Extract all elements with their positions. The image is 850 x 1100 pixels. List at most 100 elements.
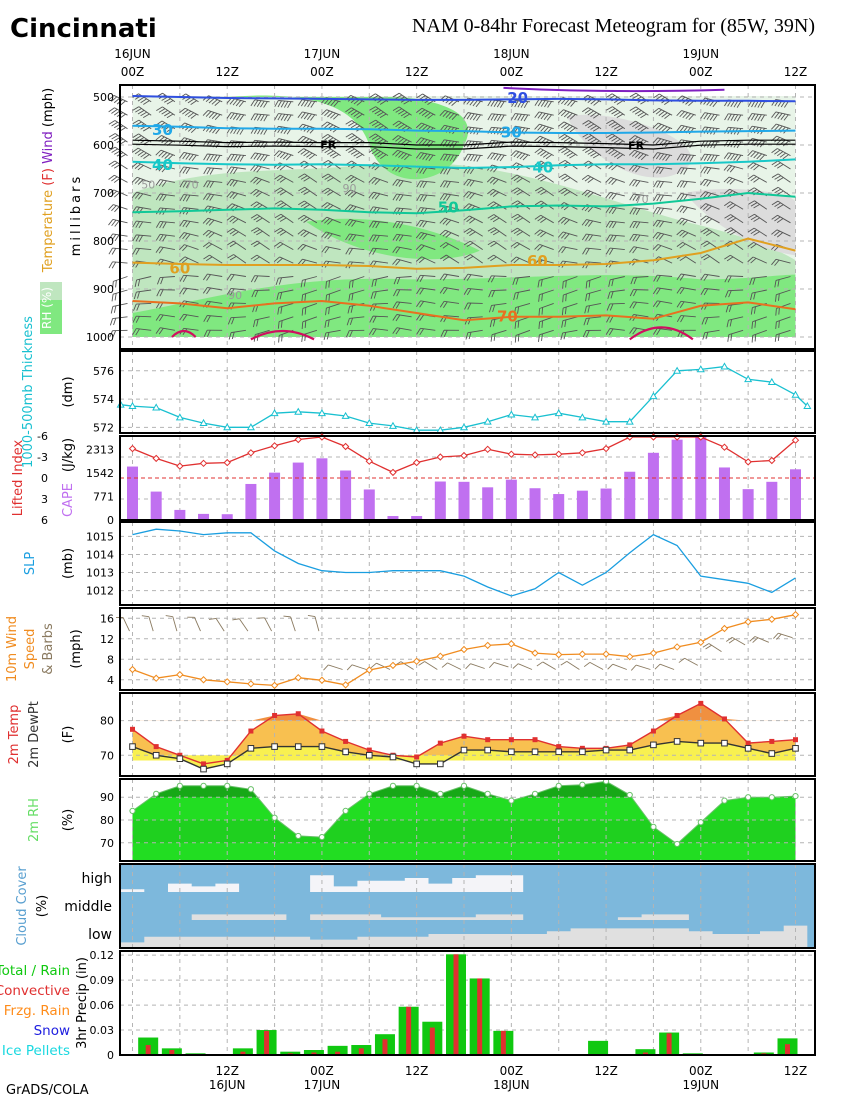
wind-barb xyxy=(155,149,176,161)
wind-barb xyxy=(605,234,625,242)
cape-bar xyxy=(127,466,138,520)
dewpoint-point xyxy=(460,746,468,754)
wind-barb xyxy=(274,213,294,224)
dewpoint-point xyxy=(342,748,349,756)
rh-mask xyxy=(132,779,796,844)
wind-barb xyxy=(771,148,791,160)
cloud-layer-label: middle xyxy=(64,899,112,915)
rh-point xyxy=(697,819,704,826)
wind-barb xyxy=(700,126,720,135)
wind-barb xyxy=(415,232,436,240)
wind-barb xyxy=(321,146,341,159)
time-label-hour: 12Z xyxy=(594,1064,618,1078)
cape-bar xyxy=(576,490,588,520)
wind-speed-point xyxy=(247,680,255,688)
wind-barb xyxy=(155,193,175,202)
wind-barb xyxy=(751,329,767,343)
wind-barb xyxy=(557,109,578,120)
wind-barb xyxy=(344,219,365,227)
precip-convective-bar xyxy=(477,978,483,1055)
temperature-point xyxy=(224,757,230,763)
temperature-point xyxy=(437,740,443,746)
precip-convective-bar xyxy=(145,1045,151,1055)
wind-barb xyxy=(300,276,318,288)
lifted-index-point xyxy=(223,458,231,467)
thickness-point xyxy=(767,377,776,386)
precip-legend-item: Frzg. Rain xyxy=(4,1003,70,1019)
wind-barb xyxy=(629,179,649,187)
wind-barb xyxy=(700,288,720,296)
wind-barb xyxy=(629,207,649,215)
wind-barb xyxy=(321,173,341,183)
wind10m-panel: 4 8 12 16 10m Wind Speed & Barbs (mph) xyxy=(5,608,815,690)
wind-speed-point xyxy=(294,673,302,682)
wind-barb xyxy=(747,150,767,161)
thickness-point xyxy=(625,417,634,425)
wind-barb xyxy=(534,229,554,238)
time-label-hour: 00Z xyxy=(689,1064,713,1078)
wind-barb xyxy=(605,177,625,186)
cape-bar xyxy=(790,469,801,520)
wind-barb xyxy=(678,657,699,666)
wind-barb xyxy=(226,112,246,121)
wind-barb xyxy=(203,180,223,188)
wind-barb xyxy=(747,227,768,237)
temperature-contour xyxy=(132,191,796,215)
wind-barb xyxy=(371,276,389,287)
wind-barb xyxy=(488,662,509,669)
precip-convective-bar xyxy=(453,954,459,1055)
precip-convective-bar xyxy=(169,1050,175,1055)
thickness-point xyxy=(341,411,350,419)
cloud-unit-label: (%) xyxy=(35,895,50,918)
wind-barb xyxy=(629,289,649,297)
wind-barb xyxy=(700,203,720,212)
thickness-point xyxy=(720,362,729,370)
y-tick-label: 80 xyxy=(100,715,114,728)
wind-barb xyxy=(226,153,246,162)
wind-barb xyxy=(415,137,436,148)
wind-barb xyxy=(368,328,389,336)
wind-barb xyxy=(582,120,602,132)
wind-barb xyxy=(629,301,649,309)
dewpoint-point xyxy=(365,751,373,759)
wind-barb xyxy=(676,153,696,162)
wind-barb xyxy=(345,133,365,145)
precip-total-bar xyxy=(635,1049,656,1055)
wind-barb xyxy=(132,234,152,242)
wind-barb xyxy=(537,276,554,288)
wind-speed-point xyxy=(507,640,516,648)
wind-barb xyxy=(226,228,247,237)
rh-saturated-area xyxy=(227,95,469,180)
wind-barb xyxy=(439,217,460,226)
slp-line xyxy=(132,528,796,597)
wind-barb xyxy=(108,261,128,269)
pressure-axis-label: millibars xyxy=(69,174,84,256)
lifted-index-point xyxy=(294,435,302,444)
wind-axis-label: 10m Wind xyxy=(5,616,20,682)
thickness-point xyxy=(696,365,705,373)
wind-barb xyxy=(463,112,483,121)
wind-speed-point xyxy=(199,676,208,684)
rh-contour-label: 90 xyxy=(343,182,357,195)
wind-barb xyxy=(488,289,507,298)
thickness-point xyxy=(152,403,161,411)
wind-barb xyxy=(653,180,673,188)
cloud-layer-label: high xyxy=(81,871,112,887)
wind-barb xyxy=(297,229,318,238)
dewpoint-point xyxy=(247,745,255,752)
cloud-cover-panel: high middle low Cloud Cover (%) xyxy=(15,864,815,948)
wind-barb xyxy=(165,615,178,632)
wind-barb xyxy=(562,289,578,303)
wind-barb xyxy=(605,220,625,229)
wind-barb xyxy=(562,276,578,289)
temperature-contour xyxy=(503,86,725,93)
wind-barb xyxy=(283,615,296,632)
wind-barb xyxy=(774,329,791,342)
time-label-hour: 12Z xyxy=(405,65,429,79)
lifted-index-point xyxy=(128,444,137,453)
wind-barb xyxy=(534,243,554,251)
cape-bar xyxy=(198,513,210,520)
wind-barb xyxy=(536,661,556,670)
wind-barb xyxy=(134,276,152,288)
